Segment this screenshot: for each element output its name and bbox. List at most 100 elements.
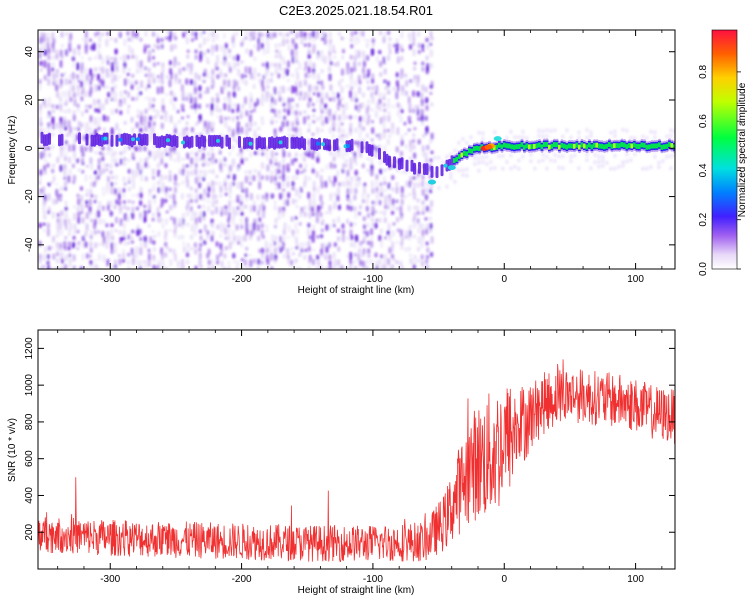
spectrogram-cell [416, 74, 420, 83]
spectrogram-cell [363, 38, 367, 42]
spectrogram-cell [181, 234, 185, 240]
spectrogram-cell [328, 264, 332, 269]
spectrogram-cell [399, 74, 403, 80]
spectrogram-cell [132, 182, 136, 189]
spectrogram-cell [232, 229, 236, 236]
spectrogram-cell [115, 122, 119, 131]
spectrogram-cell [165, 36, 169, 40]
spectrogram-cell [374, 200, 378, 205]
spectrogram-cell [77, 50, 81, 56]
spectrogram-cell [101, 75, 105, 81]
spectrogram-cell [42, 222, 46, 226]
spectrogram-cell [380, 186, 384, 194]
spectrogram-cell [198, 247, 202, 252]
spectrogram-cell [94, 211, 98, 218]
spectrogram-cell [285, 38, 289, 44]
spectrogram-cell [265, 198, 269, 202]
spectrogram-cell [190, 127, 194, 133]
spectrogram-cell [302, 157, 306, 162]
spectrogram-cell [232, 42, 235, 49]
spectrogram-cell [407, 96, 411, 104]
spectrogram-cell [130, 240, 134, 244]
spectrogram-cell [190, 150, 194, 156]
spectrogram-cell [425, 37, 429, 42]
spectrogram-cell [89, 120, 93, 125]
spectrogram-cell [399, 260, 403, 268]
spectrogram-cell [39, 265, 43, 269]
spectrogram-cell [387, 128, 390, 133]
spectrogram-cell [132, 157, 136, 161]
spectrogram-cell [258, 248, 262, 253]
spectrogram-cell [126, 108, 130, 115]
spectrogram-cell [90, 218, 94, 223]
spectrogram-cell [400, 193, 404, 198]
spectrogram-cell [152, 62, 156, 68]
spectrogram-cell [258, 32, 261, 38]
spectrogram-cell [138, 144, 142, 152]
spectrogram-cell [282, 74, 286, 80]
spectrogram-cell [186, 152, 190, 160]
spectrogram-cell [361, 30, 365, 37]
spectrogram-cell [669, 166, 673, 171]
spectrogram-cell [465, 141, 469, 145]
spectrogram-cell [68, 49, 72, 52]
spectrogram-cell [122, 176, 126, 182]
spectrogram-cell [42, 204, 46, 213]
signal-band-cell [418, 161, 421, 174]
spectrogram-cell [55, 74, 59, 78]
spectrogram-cell [307, 66, 311, 74]
signal-band-cell [583, 143, 586, 149]
spectrogram-cell [68, 228, 71, 237]
spectrogram-cell [295, 176, 299, 180]
spectrogram-cell [657, 165, 661, 170]
spectrogram-cell [641, 166, 645, 171]
spectrogram-cell [224, 43, 228, 49]
spectrogram-cell [68, 241, 71, 249]
signal-band-cell [570, 143, 574, 149]
spectrogram-cell [422, 206, 426, 212]
spectrogram-cell [52, 122, 55, 130]
spectrogram-cell [228, 212, 231, 220]
signal-band-cell [131, 137, 135, 142]
spectrogram-cell [153, 115, 157, 120]
spectrogram-cell [265, 61, 269, 70]
spectrogram-cell [52, 198, 56, 205]
spectrogram-cell [210, 103, 214, 111]
spectrogram-cell [136, 228, 140, 236]
spectrogram-cell [371, 85, 375, 91]
spectrogram-cell [84, 78, 88, 86]
spectrogram-cell [412, 217, 416, 223]
spectrogram-cell [206, 37, 210, 42]
spectrogram-cell [265, 146, 269, 151]
spectrogram-cell [110, 97, 114, 102]
spectrogram-cell [64, 78, 68, 85]
spectrogram-cell [665, 154, 669, 159]
signal-band-cell [625, 144, 629, 150]
signal-band-cell [118, 137, 123, 142]
spectrogram-cell [88, 38, 92, 42]
spectrogram-x-axis: -300 -200 -100 0 100 [57, 30, 663, 285]
spectrogram-cell [286, 254, 290, 260]
spectrogram-cell [408, 38, 412, 42]
spectrogram-cell [127, 260, 131, 265]
spectrogram-cell [219, 186, 223, 193]
signal-band-cell [228, 137, 231, 150]
spectrogram-cell [245, 187, 248, 194]
spectrogram-cell [649, 165, 653, 170]
spectrogram-cell [375, 133, 379, 138]
spectrogram-cell [80, 266, 83, 269]
spectrogram-cell [362, 126, 366, 132]
spectrogram-cell [295, 188, 299, 197]
spectrogram-cell [396, 102, 400, 108]
spectrogram-cell [403, 121, 407, 126]
spectrogram-cell [291, 73, 295, 78]
spectrogram-cell [413, 205, 417, 210]
spectrogram-cell [232, 164, 236, 168]
spectrogram-cell [349, 73, 353, 80]
spectrogram-cell [282, 97, 286, 102]
spectrogram-cell [185, 96, 189, 102]
spectrogram-cell [282, 158, 285, 164]
spectrogram-cell [56, 228, 60, 234]
spectrogram-cell [115, 216, 118, 224]
spectrogram-cell [325, 120, 329, 124]
